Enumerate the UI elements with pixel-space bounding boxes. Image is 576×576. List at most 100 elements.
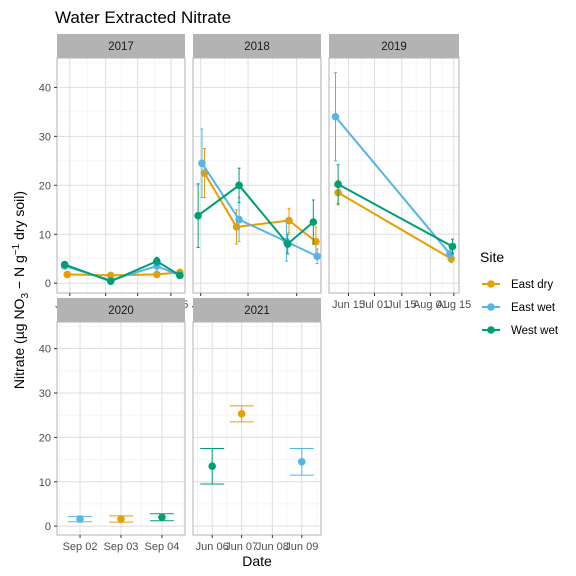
x-axis-title: Date <box>242 553 272 569</box>
data-point <box>117 515 125 523</box>
panel-background <box>329 58 459 293</box>
data-point <box>334 180 342 189</box>
data-point <box>298 457 306 466</box>
data-point <box>176 271 184 280</box>
y-tick-label: 10 <box>39 477 51 489</box>
strip-2021 <box>193 298 321 322</box>
series-east-wet <box>198 128 321 265</box>
series-east-dry <box>109 515 133 523</box>
data-point <box>446 250 454 258</box>
legend-key-point <box>487 326 495 334</box>
strip-2017 <box>57 34 185 58</box>
series-line <box>201 162 318 258</box>
data-point <box>312 237 320 246</box>
legend-key-point <box>487 280 495 288</box>
series-east-wet <box>289 447 314 476</box>
y-tick-label: 0 <box>45 521 51 533</box>
x-tick-label: Aug 01 <box>413 299 448 311</box>
series-line <box>64 260 181 283</box>
legend-item: East dry <box>482 279 553 291</box>
data-point <box>63 270 72 279</box>
data-point <box>448 242 457 251</box>
x-tick-label: Jun 08 <box>256 541 289 553</box>
data-point <box>76 515 84 523</box>
strip-label: 2018 <box>244 41 270 53</box>
series-east-dry <box>229 405 254 423</box>
data-point <box>283 240 292 248</box>
series-west-wet <box>200 447 225 485</box>
legend-item: West wet <box>482 325 559 337</box>
legend: Site East dry East wet West wet <box>480 249 559 337</box>
panel-border <box>192 57 322 294</box>
series-west-wet <box>194 167 318 255</box>
y-tick-label: 40 <box>39 344 51 356</box>
data-point <box>237 410 246 418</box>
panel-background <box>193 58 321 293</box>
data-point <box>208 462 216 471</box>
series-east-wet <box>331 72 454 262</box>
y-tick-label: 40 <box>39 82 51 94</box>
data-point <box>331 112 340 121</box>
data-point <box>235 181 243 190</box>
y-tick-label: 20 <box>39 180 51 192</box>
x-tick-label: Jun 06 <box>196 541 229 553</box>
data-point <box>60 260 69 269</box>
x-tick-label: Jul 01 <box>360 299 389 311</box>
y-tick-label: 30 <box>39 388 51 400</box>
legend-label: East dry <box>511 279 553 291</box>
series-west-wet <box>60 256 184 286</box>
strip-2020 <box>57 298 185 322</box>
legend-label: West wet <box>511 325 559 337</box>
data-point <box>313 252 321 261</box>
series-line <box>334 116 451 255</box>
series-line <box>337 191 452 260</box>
x-tick-label: Jun 07 <box>225 541 258 553</box>
y-axis-title: Nitrate (µg NO3 − N g−1 dry soil) <box>11 191 31 389</box>
panel-border <box>192 321 322 536</box>
data-point <box>232 223 241 231</box>
series-west-wet <box>334 164 457 255</box>
legend-label: East wet <box>511 302 556 314</box>
y-tick-label: 30 <box>39 131 51 143</box>
y-tick-label: 10 <box>39 229 51 241</box>
data-point <box>106 277 115 286</box>
x-tick-label: Sep 03 <box>104 541 139 553</box>
data-point <box>198 159 206 168</box>
x-tick-label: Jun 15 <box>332 299 365 311</box>
panel-background <box>57 58 185 293</box>
x-tick-label: Jun 09 <box>285 541 318 553</box>
data-point <box>153 270 161 279</box>
strip-2019 <box>329 34 459 58</box>
series-line <box>197 183 314 246</box>
series-line <box>67 271 180 277</box>
legend-item: East wet <box>482 302 556 314</box>
series-west-wet <box>149 513 174 522</box>
panel-2018: 2018JunJulAug <box>192 34 322 311</box>
panel-2020: 2020 0 10 20 30 40 Sep 02 Sep 03 Sep 04 <box>39 298 186 553</box>
data-point <box>235 215 243 224</box>
data-point <box>153 257 161 265</box>
data-point <box>194 211 202 220</box>
y-tick-label: 0 <box>45 278 51 290</box>
panel-border <box>56 57 186 294</box>
legend-title: Site <box>480 249 504 265</box>
x-tick-label: Aug 15 <box>436 299 471 311</box>
x-tick-label: Sep 02 <box>63 541 98 553</box>
strip-label: 2021 <box>244 305 270 317</box>
y-tick-label: 20 <box>39 432 51 444</box>
x-tick-label: Sep 04 <box>145 541 180 553</box>
strip-2018 <box>193 34 321 58</box>
strip-label: 2020 <box>108 305 134 317</box>
data-point <box>309 218 318 226</box>
strip-label: 2017 <box>108 41 134 53</box>
strip-label: 2019 <box>381 41 407 53</box>
x-tick-label: Jul 15 <box>387 299 416 311</box>
series-line <box>337 183 453 248</box>
data-point <box>158 513 166 522</box>
chart-title: Water Extracted Nitrate <box>55 8 231 27</box>
